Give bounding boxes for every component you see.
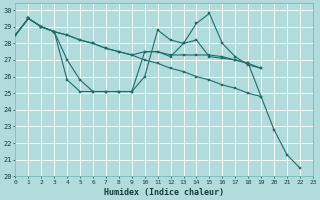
X-axis label: Humidex (Indice chaleur): Humidex (Indice chaleur) xyxy=(104,188,224,197)
